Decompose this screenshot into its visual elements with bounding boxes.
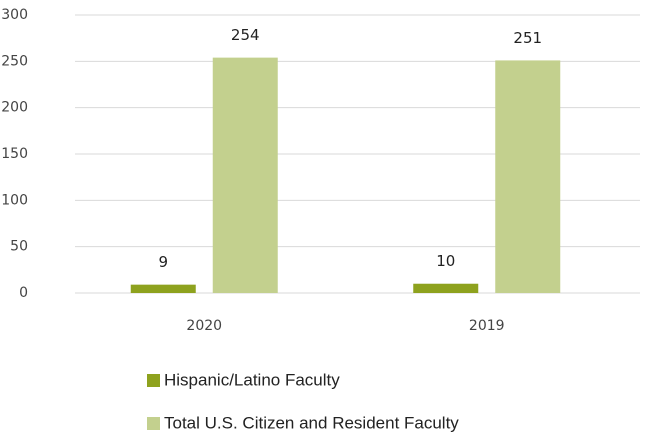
legend-swatch (147, 417, 160, 430)
legend-label: Hispanic/Latino Faculty (164, 370, 340, 389)
x-tick-label: 2020 (186, 318, 222, 334)
y-tick-label: 250 (1, 53, 28, 69)
x-tick-label: 2019 (469, 318, 505, 334)
y-tick-label: 0 (19, 285, 28, 301)
bar (130, 284, 196, 293)
y-tick-label: 150 (1, 146, 28, 162)
data-label: 9 (158, 253, 168, 271)
y-tick-label: 200 (1, 100, 28, 116)
bar (495, 60, 561, 294)
y-tick-label: 100 (1, 192, 28, 208)
bar (413, 283, 479, 293)
y-tick-label: 50 (10, 239, 28, 255)
data-label: 254 (231, 26, 260, 44)
bar (212, 57, 278, 294)
data-label: 10 (436, 252, 455, 270)
legend-label: Total U.S. Citizen and Resident Faculty (164, 413, 459, 432)
legend-swatch (147, 374, 160, 387)
y-tick-label: 300 (1, 7, 28, 23)
data-label: 251 (513, 29, 542, 47)
